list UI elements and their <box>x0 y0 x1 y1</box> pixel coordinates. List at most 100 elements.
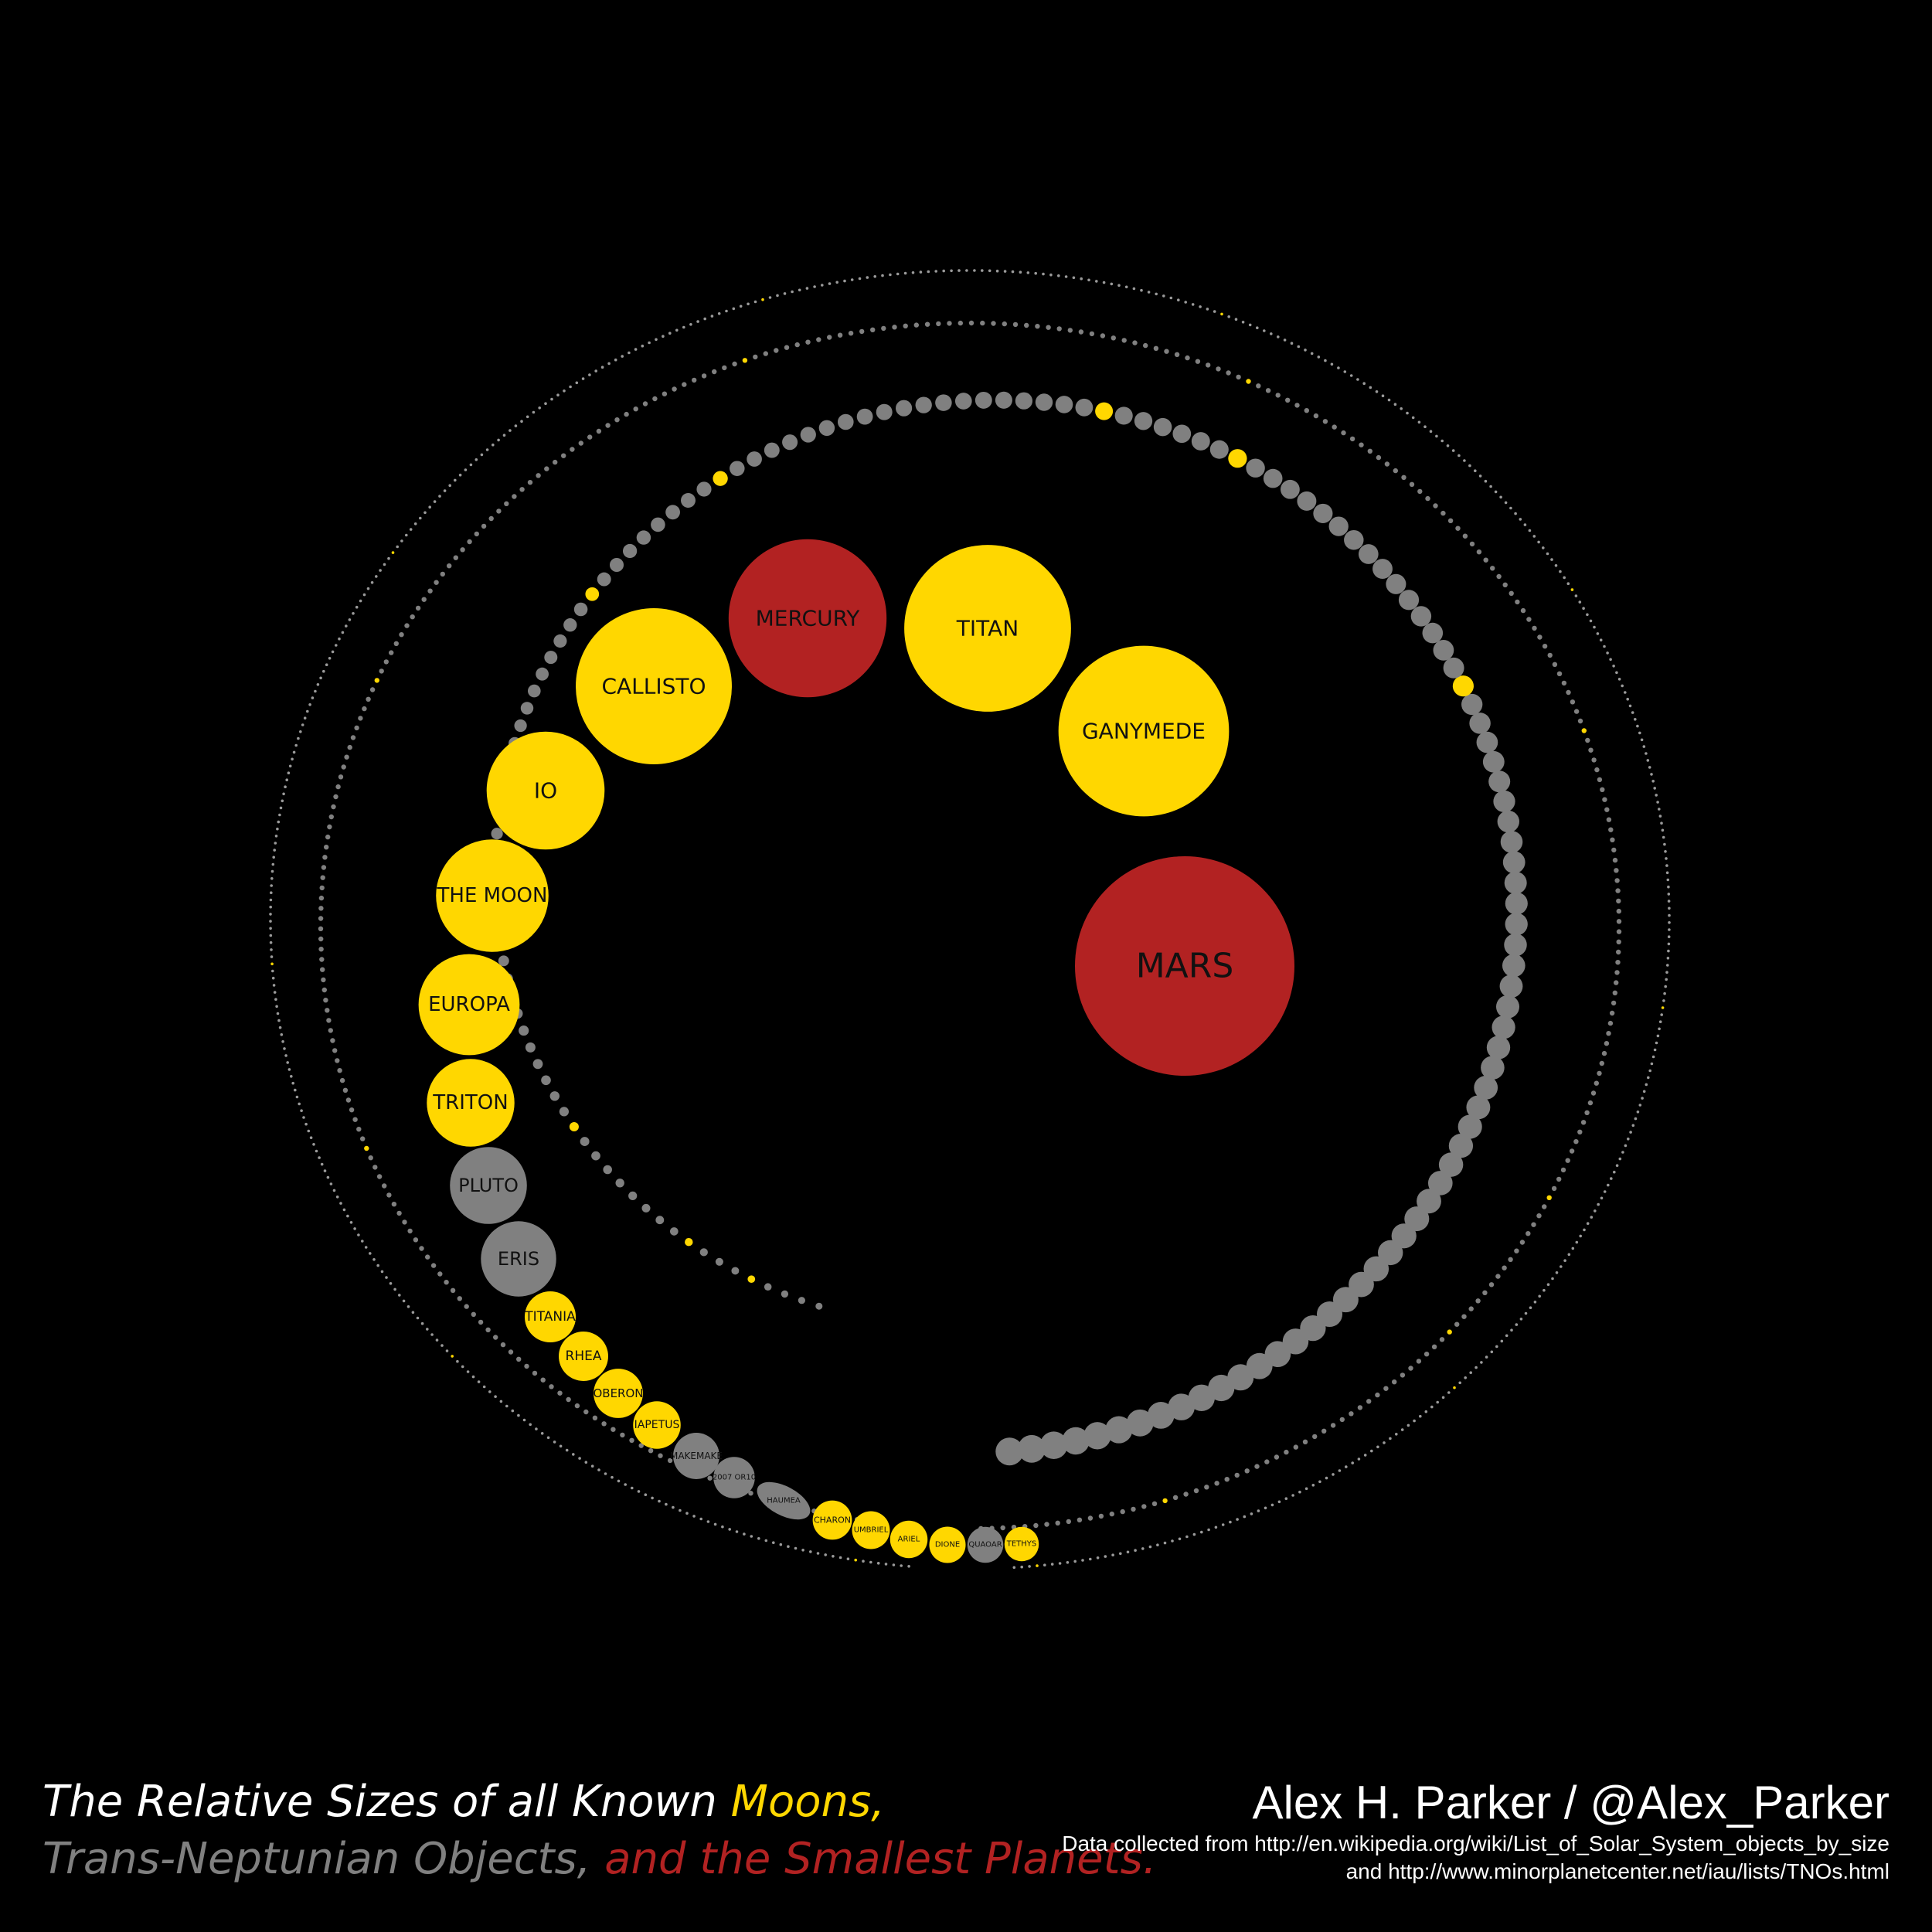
ring-2-dot <box>294 1088 297 1092</box>
ring-2-dot <box>505 1404 509 1408</box>
ring-1-dot <box>667 1458 673 1464</box>
bubble-the-moon <box>436 839 549 952</box>
ring-2-dot <box>597 1468 600 1471</box>
ring-1-dot <box>1532 625 1537 631</box>
ring-1-dot <box>444 1280 449 1285</box>
ring-2-dot <box>345 624 348 628</box>
ring-2-dot <box>644 1493 648 1496</box>
spiral-dot <box>935 394 952 411</box>
ring-1-dot <box>1417 488 1423 495</box>
ring-2-dot <box>1596 632 1600 635</box>
ring-1-dot <box>652 396 658 402</box>
ring-1-dot <box>366 696 371 702</box>
ring-2-dot <box>794 1546 798 1550</box>
ring-2-dot <box>270 869 274 873</box>
ring-2-dot <box>1529 1306 1532 1309</box>
ring-2-dot <box>1064 275 1068 278</box>
spiral-dot <box>1328 516 1349 536</box>
ring-2-dot <box>1304 349 1307 352</box>
label-titan: TITAN <box>956 616 1019 641</box>
ring-2-dot <box>1645 752 1648 755</box>
ring-2-dot <box>565 1448 569 1452</box>
ring-2-dot <box>1634 1117 1638 1121</box>
ring-2-dot <box>1243 1515 1247 1519</box>
ring-2-dot <box>499 1400 503 1403</box>
ring-1-dot <box>1551 1185 1557 1192</box>
ring-1-dot <box>1293 1444 1299 1450</box>
ring-2-dot <box>614 358 617 362</box>
ring-1-dot <box>321 987 327 993</box>
spiral-dot <box>1488 770 1511 793</box>
ring-2-dot <box>369 1252 372 1255</box>
ring-2-dot <box>329 1182 333 1185</box>
ring-2-dot <box>631 1486 634 1490</box>
ring-1-dot <box>391 1202 397 1207</box>
ring-2-dot <box>443 489 447 492</box>
ring-2-dot <box>322 669 325 673</box>
ring-1-dot <box>434 580 439 585</box>
ring-1-dot <box>1265 388 1271 393</box>
ring-2-dot <box>335 1196 339 1199</box>
ring-2-dot <box>747 302 750 306</box>
ring-1-dot <box>342 1087 349 1094</box>
ring-2-dot <box>628 351 631 355</box>
spiral-dot <box>1263 468 1283 488</box>
ring-2-dot <box>314 689 317 693</box>
ring-1-dot <box>318 895 325 901</box>
ring-1-dot <box>1519 1240 1526 1245</box>
ring-1-dot <box>1332 424 1337 430</box>
title-line-2: Trans-Neptunian Objects, and the Smalles… <box>43 1831 1157 1888</box>
ring-1-dot <box>1604 1041 1610 1046</box>
ring-2-dot <box>271 976 275 980</box>
ring-2-dot <box>783 292 787 295</box>
ring-2-dot <box>1634 718 1637 721</box>
ring-1-dot <box>352 1117 358 1122</box>
ring-2-dot <box>409 528 413 531</box>
ring-1-dot <box>629 1437 634 1444</box>
ring-2-dot <box>1615 1164 1619 1167</box>
spiral-dot <box>1095 402 1114 420</box>
ring-2-dot <box>1406 411 1409 415</box>
ring-1-dot <box>344 754 349 760</box>
spiral-dot <box>1363 1256 1389 1282</box>
ring-1-dot <box>341 764 346 770</box>
ring-2-dot <box>1586 1222 1590 1225</box>
ring-2-dot <box>1666 878 1670 882</box>
ring-2-dot <box>1621 684 1624 688</box>
ring-1-dot <box>421 597 427 602</box>
ring-2-dot <box>1583 1228 1586 1232</box>
ring-2-dot <box>563 389 566 393</box>
ring-2-dot <box>590 1464 594 1468</box>
ring-2-dot <box>1441 1396 1445 1400</box>
ring-2-dot <box>389 1282 393 1285</box>
ring-2-dot <box>1042 272 1045 276</box>
spiral-dot <box>915 396 932 413</box>
ring-2-dot <box>1480 1361 1483 1364</box>
ring-2-dot <box>1453 1386 1456 1389</box>
ring-1-dot <box>881 325 886 332</box>
ring-1-dot <box>557 1390 563 1396</box>
ring-2-dot <box>297 736 300 740</box>
ring-2-dot <box>1543 1288 1546 1292</box>
ring-1-dot <box>1508 1257 1513 1263</box>
ring-2-dot <box>703 317 706 321</box>
ring-2-dot <box>315 1149 318 1153</box>
spiral-dot <box>536 667 549 681</box>
ring-2-dot <box>540 1432 544 1435</box>
spiral-dot <box>498 955 509 967</box>
spiral-dot <box>1039 1431 1068 1460</box>
ring-2-dot <box>1589 619 1593 623</box>
spiral-dot <box>731 1267 740 1275</box>
ring-1-dot <box>333 794 338 800</box>
spiral-dot <box>641 1203 651 1213</box>
ring-1-dot <box>614 417 620 423</box>
ring-2-dot <box>1571 1247 1575 1250</box>
spiral-dot <box>573 602 588 617</box>
ring-1-dot <box>328 1028 333 1033</box>
ring-2-dot <box>1665 871 1669 875</box>
ring-2-dot <box>1494 490 1498 494</box>
ring-1-dot <box>1274 1454 1280 1460</box>
ring-2-dot <box>304 1122 308 1126</box>
object-pluto: PLUTO <box>450 1147 527 1224</box>
ring-1-dot <box>1321 1428 1327 1434</box>
